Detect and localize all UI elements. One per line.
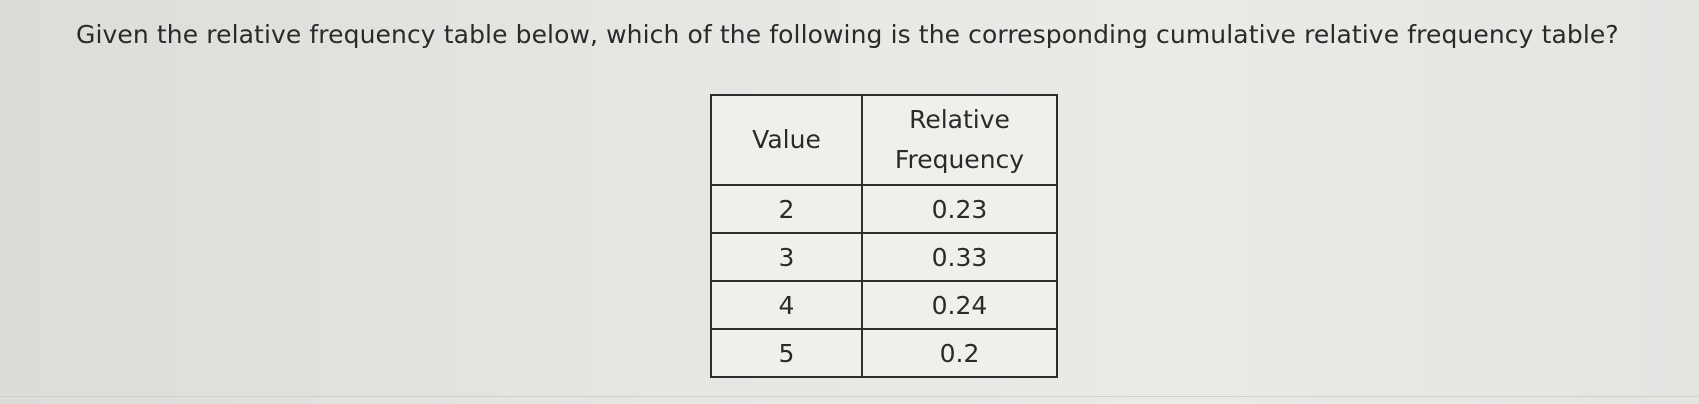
table-cell: 0.33 [861,232,1058,282]
table-cell: 3 [710,232,863,282]
header-cell: Relative Frequency [861,94,1058,186]
table-cell: 0.24 [861,280,1058,330]
table-row: 4 0.24 [710,280,1058,330]
table-row: 3 0.33 [710,232,1058,282]
table-cell: 4 [710,280,863,330]
frequency-table: Value Relative Frequency 2 0.23 3 0.33 4 0.24 5 0… [710,94,1058,378]
question-text: Given the relative frequency table below… [76,20,1619,49]
table-row: 5 0.2 [710,328,1058,378]
divider [0,396,1699,397]
table-cell: 0.2 [861,328,1058,378]
header-cell: Value [710,94,863,186]
table-cell: 5 [710,328,863,378]
table-body: Value Relative Frequency 2 0.23 3 0.33 4 0.24 5 0… [710,94,1058,378]
table-row: 2 0.23 [710,184,1058,234]
table-cell: 0.23 [861,184,1058,234]
table-cell: 2 [710,184,863,234]
header-row: Value Relative Frequency [710,94,1058,186]
